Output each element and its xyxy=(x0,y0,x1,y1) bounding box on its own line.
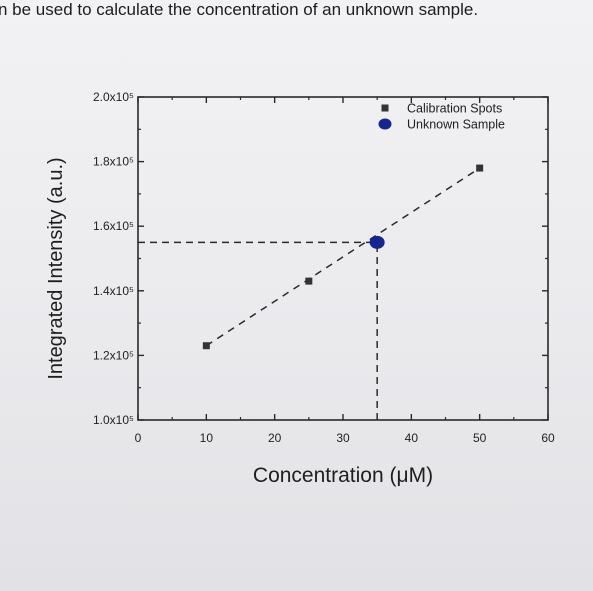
calibration-point xyxy=(202,342,210,350)
x-tick-label: 20 xyxy=(268,431,282,445)
legend-label: Calibration Spots xyxy=(407,102,502,116)
calibration-point xyxy=(305,277,313,285)
plot-frame xyxy=(137,96,549,421)
y-tick-label: 1.2x10⁵ xyxy=(93,348,134,362)
legend-marker-unknown xyxy=(378,118,392,130)
legend: Calibration Spots Unknown Sample xyxy=(378,102,505,132)
y-tick-label: 2.0x10⁵ xyxy=(93,90,134,104)
x-axis-ticks: 0 10 20 30 40 50 60 xyxy=(135,97,555,445)
x-tick-label: 40 xyxy=(405,431,419,445)
plot-area xyxy=(137,96,549,421)
y-tick-label: 1.6x10⁵ xyxy=(93,219,134,233)
legend-label: Unknown Sample xyxy=(407,118,505,132)
calibration-fit-line xyxy=(205,167,481,347)
x-tick-label: 60 xyxy=(541,431,555,445)
y-tick-label: 1.8x10⁵ xyxy=(93,155,134,169)
y-tick-label: 1.4x10⁵ xyxy=(93,284,134,298)
data-points xyxy=(202,164,484,350)
y-tick-label: 1.0x10⁵ xyxy=(93,413,134,427)
x-tick-label: 0 xyxy=(135,431,142,445)
calibration-point xyxy=(476,164,484,172)
y-axis-title: Integrated Intensity (a.u.) xyxy=(45,157,67,379)
unknown-sample-point xyxy=(369,235,385,249)
x-tick-label: 30 xyxy=(336,431,350,445)
legend-marker-calibration xyxy=(381,104,389,112)
dashed-lines xyxy=(138,167,481,420)
x-tick-label: 10 xyxy=(200,431,214,445)
x-axis-title: Concentration (μM) xyxy=(253,464,433,487)
x-tick-label: 50 xyxy=(473,431,487,445)
caption-fragment: n be used to calculate the concentration… xyxy=(0,0,479,19)
y-axis-ticks: 1.0x10⁵ 1.2x10⁵ 1.4x10⁵ 1.6x10⁵ 1.8x10⁵ 2.0x1… xyxy=(93,90,548,427)
